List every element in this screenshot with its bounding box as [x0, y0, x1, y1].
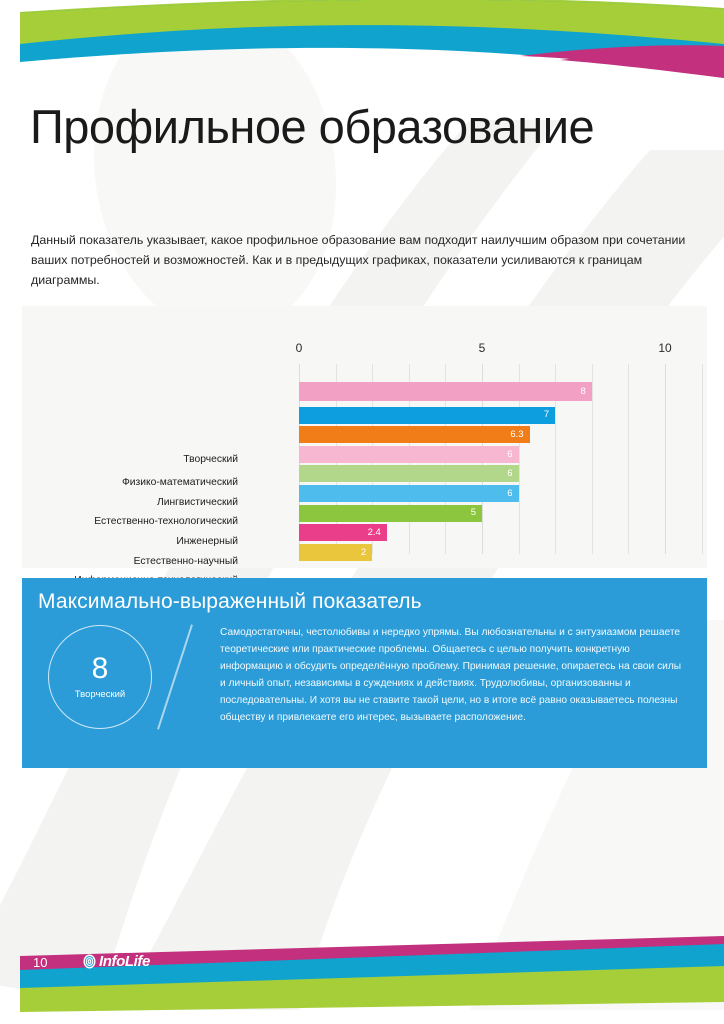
- brand-logo: InfoLife: [83, 954, 150, 969]
- page-title: Профильное образование: [30, 100, 595, 153]
- page-number: 10: [33, 955, 48, 970]
- bar-value-label: 7: [543, 409, 550, 421]
- max-indicator-description: Самодостаточны, честолюбивы и нередко уп…: [220, 627, 682, 724]
- max-indicator-heading: Максимально-выраженный показатель: [38, 590, 422, 613]
- fingerprint-icon: [83, 954, 96, 969]
- divider-slash: [157, 624, 193, 730]
- bar-value-label: 2: [360, 546, 367, 558]
- bar-value-label: 6.3: [510, 428, 524, 440]
- bar: 6: [299, 445, 519, 463]
- intro-paragraph: Данный показатель указывает, какое профи…: [31, 233, 686, 288]
- score-badge-value: 8: [91, 652, 109, 686]
- bar-value-label: 2.4: [367, 526, 381, 538]
- bar-value-label: 5: [470, 507, 476, 519]
- score-badge-label: Творческий: [74, 689, 126, 701]
- bar-value-label: 8: [580, 385, 586, 397]
- chart-panel: 0 5 10 Творческий Физико-математический Линг…: [22, 306, 707, 625]
- bar: 8: [299, 382, 592, 401]
- bar-value-label: 6: [507, 468, 513, 480]
- max-indicator-section: Максимально-выраженный показатель 8 Твор…: [22, 578, 707, 768]
- bar-value-label: 6: [507, 487, 513, 499]
- chart-bars: 8 7 6.3 6 6 6 5 2.4 2: [22, 306, 707, 568]
- bar: 2: [299, 543, 373, 561]
- bar: 2.4: [299, 524, 387, 542]
- page-title-block: Профильное образование: [30, 98, 690, 155]
- bar: 6: [299, 465, 519, 483]
- bar: 6: [299, 485, 519, 502]
- bar-value-label: 6: [507, 448, 513, 460]
- bar: 7: [299, 406, 556, 424]
- header-ribbon-decoration: [20, 0, 724, 78]
- bar: 6.3: [299, 426, 530, 444]
- brand-name: InfoLife: [99, 953, 150, 970]
- bar: 5: [299, 504, 482, 522]
- score-badge: 8 Творческий: [48, 625, 152, 729]
